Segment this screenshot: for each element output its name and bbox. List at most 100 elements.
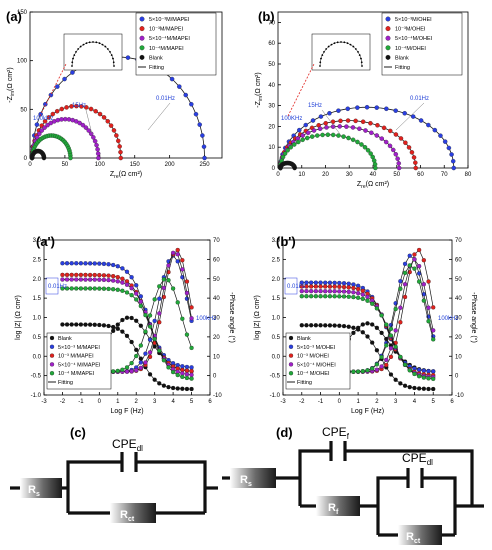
modulus-point	[313, 284, 319, 289]
data-point	[345, 106, 351, 112]
modulus-point	[416, 386, 422, 391]
modulus-point	[407, 384, 412, 390]
modulus-point	[365, 294, 370, 300]
modulus-point	[304, 289, 309, 294]
x-tick-label: 40	[370, 172, 377, 178]
modulus-point	[129, 339, 134, 345]
data-point	[418, 118, 424, 123]
modulus-point	[83, 272, 88, 278]
y-axis-label-left: log |Z| (Ω cm²)	[254, 295, 261, 340]
data-point	[357, 126, 362, 131]
modulus-point	[365, 334, 370, 339]
legend-entry: 5×10⁻³M/MAPEI	[149, 17, 190, 23]
y-tick-label-left: -0.5	[31, 374, 42, 380]
y-tick-label-right: 40	[455, 296, 462, 302]
phase-point	[120, 317, 125, 323]
modulus-point	[346, 294, 351, 299]
data-point	[59, 106, 65, 112]
x-tick-label: -2	[60, 399, 66, 405]
annotation-low-freq: 0.01Hz	[287, 284, 306, 290]
modulus-point	[157, 381, 162, 386]
data-point	[318, 114, 324, 119]
phase-point	[143, 329, 148, 334]
annotation-leader	[85, 109, 93, 135]
wire-upper-left-d	[298, 449, 331, 506]
y-tick-label: 150	[17, 10, 28, 16]
modulus-point	[384, 322, 389, 327]
y-tick-label: 0	[24, 156, 28, 162]
phase-point	[184, 290, 190, 296]
data-point	[323, 120, 328, 126]
legend-entry: Fitting	[149, 65, 164, 71]
modulus-point	[341, 289, 347, 294]
phase-point	[426, 279, 431, 284]
phase-point	[388, 326, 394, 332]
data-point	[88, 106, 94, 112]
modulus-point	[60, 286, 65, 291]
phase-point	[412, 257, 417, 262]
legend-entry: 10⁻⁴ M/MAPEI	[58, 370, 95, 377]
data-point	[296, 139, 301, 145]
phase-point	[175, 252, 180, 257]
phase-point	[370, 366, 375, 371]
data-point	[288, 145, 293, 150]
modulus-point	[402, 383, 408, 388]
annotation-leader	[147, 102, 171, 131]
data-point	[300, 137, 305, 143]
phase-point	[184, 279, 190, 284]
legend-box	[381, 12, 463, 76]
rct-label-c: Rct	[120, 509, 135, 523]
modulus-point	[189, 376, 194, 381]
phase-point	[129, 315, 134, 321]
phase-point	[398, 305, 403, 310]
data-point	[114, 133, 119, 138]
phase-point	[138, 323, 143, 328]
phase-point	[379, 364, 384, 369]
modulus-point	[360, 292, 365, 297]
data-point	[372, 162, 378, 167]
x-tick-label: 20	[322, 172, 329, 178]
modulus-point	[170, 369, 176, 375]
data-point	[183, 92, 188, 98]
y-tick-label-right: 50	[213, 277, 220, 283]
x-tick-label: 5	[190, 399, 194, 405]
phase-point	[175, 300, 180, 305]
data-point	[116, 138, 121, 144]
modulus-point	[106, 273, 111, 278]
y-tick-label-right: 0	[213, 374, 217, 380]
modulus-point	[323, 284, 328, 289]
modulus-point	[69, 277, 74, 282]
data-point	[388, 128, 393, 134]
modulus-point	[115, 274, 120, 280]
legend-marker	[385, 45, 391, 51]
inset-frame	[311, 33, 371, 71]
phase-point	[134, 368, 139, 373]
phase-point	[157, 284, 162, 289]
modulus-point	[64, 322, 70, 327]
modulus-point	[74, 277, 79, 282]
modulus-point	[60, 272, 65, 278]
modulus-point	[351, 290, 356, 295]
x-axis-label: Log F (Hz)	[351, 408, 384, 415]
modulus-point	[87, 272, 93, 278]
modulus-point	[83, 261, 88, 266]
y-tick-label-left: 2.0	[272, 277, 281, 283]
phase-point	[143, 351, 148, 356]
modulus-point	[101, 286, 107, 291]
legend-entry: Fitting	[395, 65, 410, 71]
panel-label-b: (b)	[258, 9, 275, 24]
modulus-point	[111, 287, 116, 292]
legend-marker	[49, 362, 55, 367]
phase-point	[351, 330, 356, 336]
phase-point	[426, 305, 431, 310]
phase-point	[374, 367, 380, 372]
y-tick-label-right: 70	[455, 238, 462, 244]
modulus-point	[327, 294, 333, 299]
data-point	[91, 135, 96, 140]
legend-marker	[385, 16, 391, 22]
data-point	[406, 145, 412, 150]
legend-marker	[139, 35, 145, 41]
modulus-point	[360, 288, 365, 293]
phase-point	[189, 345, 194, 351]
data-point	[42, 119, 48, 124]
